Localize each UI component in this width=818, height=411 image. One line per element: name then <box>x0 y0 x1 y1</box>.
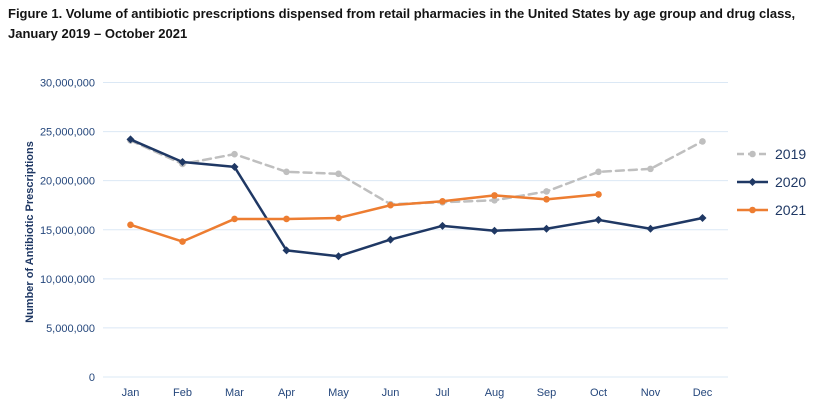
x-tick-label: Jan <box>122 387 140 399</box>
y-tick-label: 10,000,000 <box>40 274 95 286</box>
data-point-2019-Dec <box>699 138 706 145</box>
data-point-2021-Feb <box>179 238 186 245</box>
data-point-2020-Mar <box>230 162 239 171</box>
data-point-2020-Dec <box>698 213 707 222</box>
x-tick-label: Jul <box>435 387 449 399</box>
legend-marker-2019 <box>749 150 756 158</box>
x-tick-label: Nov <box>641 387 661 399</box>
data-point-2021-Apr <box>283 215 290 223</box>
data-point-2019-Oct <box>595 168 602 176</box>
data-point-2020-Jul <box>438 221 447 230</box>
data-point-2021-Jun <box>387 201 394 209</box>
legend-marker-2021 <box>749 206 756 214</box>
data-point-2021-Jan <box>127 221 134 229</box>
y-tick-label: 5,000,000 <box>46 323 95 335</box>
data-point-2019-Aug <box>491 197 498 204</box>
data-point-2021-Oct <box>595 191 602 198</box>
data-point-2020-Oct <box>594 215 603 224</box>
x-tick-label: Jun <box>382 387 400 399</box>
data-point-2021-Sep <box>543 196 550 203</box>
x-tick-label: Mar <box>225 387 244 399</box>
figure-title: Figure 1. Volume of antibiotic prescript… <box>8 6 796 41</box>
data-point-2020-Aug <box>490 226 499 235</box>
data-point-2021-Aug <box>491 192 498 199</box>
x-tick-label: Feb <box>173 387 192 399</box>
data-point-2019-Sep <box>543 188 550 195</box>
data-point-2020-Sep <box>542 224 551 233</box>
series-line-2021 <box>129 193 600 243</box>
x-tick-label: Sep <box>537 387 557 399</box>
y-tick-label: 15,000,000 <box>40 225 95 237</box>
x-tick-label: Dec <box>693 387 713 399</box>
legend-marker-2020 <box>748 178 757 186</box>
legend-item-2019: 2019 <box>775 146 806 162</box>
x-tick-label: Oct <box>590 387 607 399</box>
x-tick-label: Aug <box>485 387 505 399</box>
data-point-2020-May <box>334 252 343 261</box>
x-tick-label: May <box>328 387 349 399</box>
y-tick-label: 20,000,000 <box>40 176 95 188</box>
series-line-2019 <box>129 139 704 206</box>
data-point-2020-Apr <box>282 246 291 255</box>
y-axis-title: Number of Antibiotic Prescriptions <box>24 141 36 323</box>
data-point-2020-Jun <box>386 235 395 244</box>
data-point-2021-Jul <box>439 197 446 205</box>
data-point-2019-Apr <box>283 168 290 176</box>
y-tick-label: 25,000,000 <box>40 127 95 139</box>
data-point-2021-May <box>335 214 342 222</box>
legend-item-2020: 2020 <box>775 174 806 190</box>
data-point-2019-May <box>335 170 342 178</box>
legend-item-2021: 2021 <box>775 202 806 218</box>
data-point-2019-Mar <box>231 150 238 158</box>
y-tick-label: 0 <box>89 372 95 384</box>
data-point-2020-Feb <box>178 158 187 167</box>
y-tick-label: 30,000,000 <box>40 78 95 90</box>
data-point-2021-Mar <box>231 215 238 223</box>
x-tick-label: Apr <box>278 387 295 399</box>
data-point-2020-Jan <box>126 135 135 144</box>
data-point-2019-Nov <box>647 165 654 173</box>
data-point-2020-Nov <box>646 224 655 233</box>
series-line-2020 <box>129 138 704 258</box>
